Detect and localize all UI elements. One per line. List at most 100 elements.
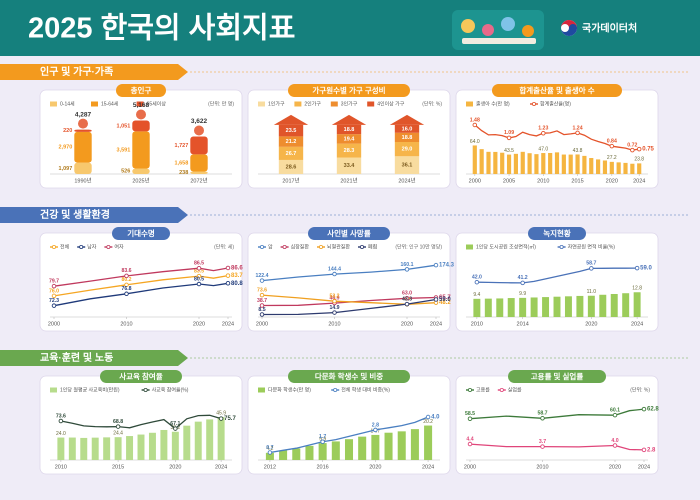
point-value-label: 80.5 xyxy=(194,276,204,282)
x-tick-label: 2024 xyxy=(430,321,442,327)
point-value-label: 76.0 xyxy=(49,288,59,294)
legend-label: 남자 xyxy=(87,244,97,251)
line xyxy=(261,264,437,282)
bar xyxy=(344,439,354,460)
point xyxy=(332,310,337,315)
panel-title: 총인구 xyxy=(131,85,152,95)
point xyxy=(641,447,647,453)
panel-title: 다문화 학생수 및 비중 xyxy=(315,371,383,381)
x-tick-label: 2014 xyxy=(517,321,529,327)
point xyxy=(51,293,57,299)
x-tick-label: 2020 xyxy=(606,178,618,184)
bar xyxy=(630,163,635,174)
bar xyxy=(610,293,618,317)
x-tick-label: 2025년 xyxy=(132,176,149,184)
legend-label: 사교육 참여율(%) xyxy=(152,387,189,394)
point-value-label: 79.7 xyxy=(49,279,59,285)
bar xyxy=(371,434,380,460)
bar-segment xyxy=(278,124,304,137)
legend-swatch-dot xyxy=(106,244,111,249)
person-head xyxy=(78,118,88,129)
house-roof xyxy=(273,114,309,125)
point xyxy=(51,303,57,308)
legend-swatch xyxy=(367,101,375,107)
bar xyxy=(484,298,492,317)
point xyxy=(506,135,512,141)
bar xyxy=(217,417,225,460)
bar xyxy=(103,437,111,460)
bar xyxy=(183,425,191,460)
segment-label: 1,097 xyxy=(59,166,73,172)
bar xyxy=(530,297,538,317)
panel-title-pill xyxy=(308,227,390,240)
segment-label: 2,970 xyxy=(59,145,73,151)
segment-label: 26.7 xyxy=(286,151,297,157)
point xyxy=(124,273,129,279)
total-label: 5,168 xyxy=(133,102,150,109)
bar-value-label: 9.9 xyxy=(519,291,526,297)
x-tick-label: 2015 xyxy=(571,178,583,184)
bar-segment xyxy=(132,168,150,174)
legend-swatch-dot xyxy=(559,244,564,249)
point-value-label: 59.0 xyxy=(640,266,652,272)
bar xyxy=(596,159,601,174)
x-tick-label: 2024 xyxy=(422,464,434,470)
panel-title: 기대수명 xyxy=(127,228,155,238)
segment-label: 33.4 xyxy=(344,163,356,169)
point-value-label: 160.1 xyxy=(401,262,414,268)
bar-segment xyxy=(74,131,92,163)
point-value-label: 1.7 xyxy=(319,434,326,440)
bar-segment xyxy=(190,171,208,174)
bar-segment xyxy=(394,124,420,133)
point xyxy=(474,279,480,285)
point-value-label: 65.7 xyxy=(439,295,451,301)
bar xyxy=(160,429,168,460)
bar-segment xyxy=(74,129,92,132)
legend-swatch xyxy=(258,387,265,393)
point xyxy=(612,412,618,418)
bar-value-label: 20.2 xyxy=(423,419,433,425)
point-value-label: 42.6 xyxy=(402,297,412,303)
point-value-label: 63.0 xyxy=(402,291,412,297)
panel-title-pill xyxy=(528,227,586,240)
point-value-label: 73.6 xyxy=(56,413,66,419)
point xyxy=(115,424,121,429)
bar-segment xyxy=(336,157,362,174)
point xyxy=(259,312,265,317)
bar xyxy=(507,298,515,317)
legend-swatch xyxy=(258,101,265,107)
segment-label: 1,658 xyxy=(175,160,189,166)
header-illustration xyxy=(452,10,544,50)
point xyxy=(259,292,265,298)
legend-label: 다문화 학생수(만 명) xyxy=(268,387,311,394)
x-tick-label: 2010 xyxy=(328,321,340,327)
unit-label: (단위: %) xyxy=(630,386,650,393)
x-tick-label: 2010 xyxy=(471,321,483,327)
bar-value-label: 45.9 xyxy=(216,410,226,416)
point xyxy=(124,291,129,297)
bar xyxy=(148,432,156,460)
line xyxy=(53,282,229,307)
bar-value-label: 64.0 xyxy=(470,139,480,145)
panel-title-pill xyxy=(288,370,410,383)
legend-swatch-dot xyxy=(259,244,264,249)
chart-panel: 사인별 사망률 (단위: 인구 10만 명당) 암 심장질환 뇌혈관질환 폐렴 2000 20… xyxy=(247,227,455,332)
point-value-label: 86.6 xyxy=(231,266,243,272)
total-label: 3,622 xyxy=(191,118,208,125)
bar xyxy=(561,154,566,174)
bar xyxy=(171,431,179,460)
point-value-label: 73.6 xyxy=(257,287,267,293)
bar-segment xyxy=(132,120,150,132)
segment-label: 28.3 xyxy=(344,148,355,154)
house-roof xyxy=(389,114,425,125)
point xyxy=(196,265,202,271)
point-value-label: 38.7 xyxy=(257,298,267,304)
point xyxy=(259,278,265,283)
legend-label: 65세이상 xyxy=(147,101,167,108)
point-value-label: 1.48 xyxy=(470,117,480,123)
point xyxy=(404,296,410,301)
bar xyxy=(527,153,532,174)
legend-label: 2인가구 xyxy=(304,101,321,108)
